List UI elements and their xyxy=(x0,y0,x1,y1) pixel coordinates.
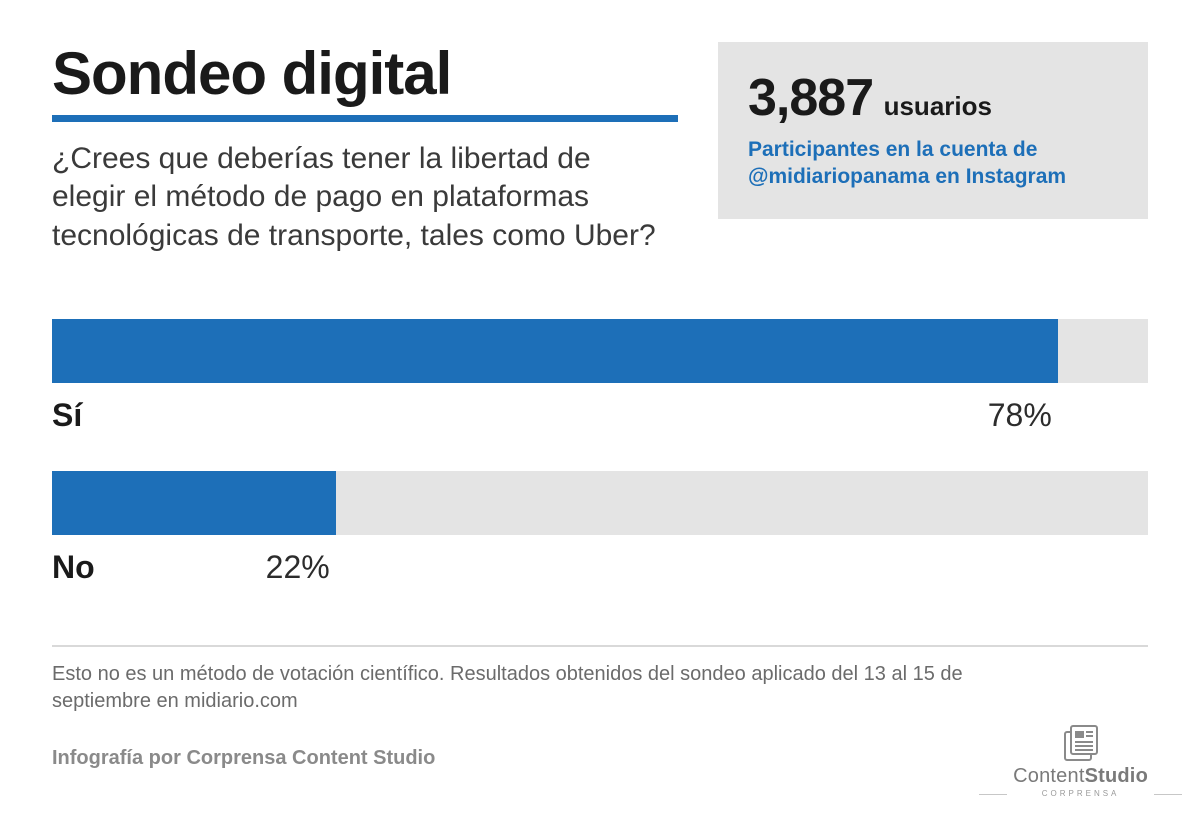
credit-text: Infografía por Corprensa Content Studio xyxy=(52,747,1148,770)
participants-box: 3,887 usuarios Participantes en la cuent… xyxy=(718,42,1148,219)
logo-word-1: Content xyxy=(1013,765,1084,787)
logo-subtext: CORPRENSA xyxy=(1013,789,1148,798)
footer: Esto no es un método de votación científ… xyxy=(52,645,1148,770)
participants-subtext: Participantes en la cuenta de @midiariop… xyxy=(748,136,1118,191)
survey-question: ¿Crees que deberías tener la libertad de… xyxy=(52,140,662,255)
title-underline xyxy=(52,115,678,122)
participants-count-row: 3,887 usuarios xyxy=(748,68,1118,128)
bar-label-row: Sí 78% xyxy=(52,397,1148,437)
bar-fill xyxy=(52,319,1058,383)
bar-group: No 22% xyxy=(52,471,1148,589)
bar-percentage: 78% xyxy=(988,397,1052,434)
participants-unit: usuarios xyxy=(884,91,992,122)
bar-group: Sí 78% xyxy=(52,319,1148,437)
logo-word-2: Studio xyxy=(1085,765,1148,787)
header-left: Sondeo digital ¿Crees que deberías tener… xyxy=(52,42,678,255)
disclaimer-text: Esto no es un método de votación científ… xyxy=(52,661,972,715)
brand-logo: ContentStudio CORPRENSA xyxy=(1013,725,1148,798)
bar-chart: Sí 78% No 22% xyxy=(52,319,1148,589)
participants-number: 3,887 xyxy=(748,68,873,128)
bar-label: Sí xyxy=(52,397,82,437)
logo-wordmark: ContentStudio xyxy=(1013,765,1148,788)
bar-fill xyxy=(52,471,336,535)
bar-percentage: 22% xyxy=(266,549,330,586)
bar-label: No xyxy=(52,549,95,589)
document-icon xyxy=(1062,725,1100,761)
bar-track xyxy=(52,471,1148,535)
bar-label-row: No 22% xyxy=(52,549,1148,589)
page-title: Sondeo digital xyxy=(52,42,678,105)
bar-track xyxy=(52,319,1148,383)
footer-divider xyxy=(52,645,1148,647)
header-row: Sondeo digital ¿Crees que deberías tener… xyxy=(52,42,1148,255)
